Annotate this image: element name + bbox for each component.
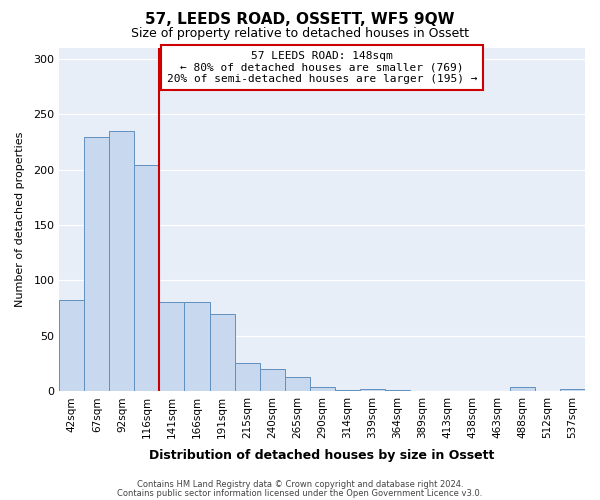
Text: 57, LEEDS ROAD, OSSETT, WF5 9QW: 57, LEEDS ROAD, OSSETT, WF5 9QW	[145, 12, 455, 28]
Bar	[235, 362, 260, 392]
Bar	[134, 165, 160, 392]
Bar	[560, 389, 585, 392]
Text: Contains HM Land Registry data © Crown copyright and database right 2024.: Contains HM Land Registry data © Crown c…	[137, 480, 463, 489]
Bar	[59, 300, 85, 392]
Bar	[184, 302, 209, 392]
Bar	[510, 387, 535, 392]
Bar	[310, 387, 335, 392]
Bar	[284, 377, 310, 392]
X-axis label: Distribution of detached houses by size in Ossett: Distribution of detached houses by size …	[149, 450, 495, 462]
Bar	[85, 138, 109, 392]
Text: 57 LEEDS ROAD: 148sqm
← 80% of detached houses are smaller (769)
20% of semi-det: 57 LEEDS ROAD: 148sqm ← 80% of detached …	[167, 51, 478, 84]
Bar	[335, 390, 360, 392]
Text: Contains public sector information licensed under the Open Government Licence v3: Contains public sector information licen…	[118, 488, 482, 498]
Bar	[209, 314, 235, 392]
Bar	[360, 389, 385, 392]
Bar	[109, 130, 134, 392]
Bar	[160, 302, 184, 392]
Text: Size of property relative to detached houses in Ossett: Size of property relative to detached ho…	[131, 28, 469, 40]
Bar	[260, 369, 284, 392]
Bar	[385, 390, 410, 392]
Y-axis label: Number of detached properties: Number of detached properties	[15, 132, 25, 307]
